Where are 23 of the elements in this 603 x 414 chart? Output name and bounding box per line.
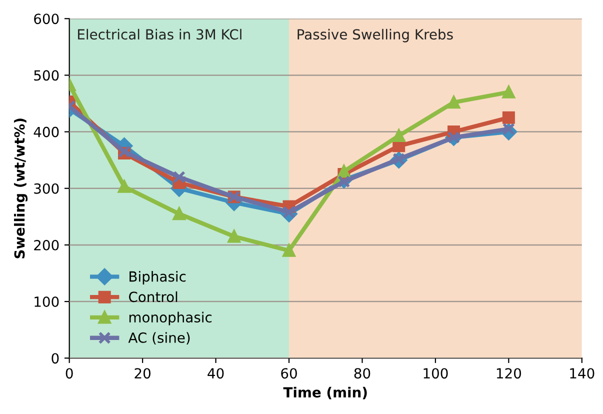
y-tick-label: 100 <box>34 296 59 308</box>
y-axis-title: Swelling (wt/wt%) <box>14 118 28 258</box>
y-tick-label: 600 <box>34 14 59 24</box>
band-label: Passive Swelling Krebs <box>298 28 453 42</box>
x-tick-label: 40 <box>208 368 224 379</box>
legend-label: Biphasic <box>130 271 186 284</box>
legend-label: AC (sine) <box>128 332 190 345</box>
x-tick-label: 0 <box>66 368 73 379</box>
band-label: Electrical Bias in 3M KCl <box>78 28 242 40</box>
y-tick-label: 200 <box>34 240 59 250</box>
y-tick-label: 400 <box>34 126 59 138</box>
y-tick-label: 300 <box>34 183 59 194</box>
x-tick-label: 80 <box>354 368 370 379</box>
x-tick-label: 140 <box>570 368 594 379</box>
legend-label: Control <box>128 291 178 302</box>
x-tick-label: 100 <box>424 368 448 379</box>
legend-label: monophasic <box>129 312 212 326</box>
x-tick-label: 60 <box>281 368 297 379</box>
x-tick-label: 120 <box>496 368 522 379</box>
y-tick-label: 500 <box>34 70 59 81</box>
y-tick-label: 0 <box>52 353 59 364</box>
x-axis-title: Time (min) <box>283 386 367 400</box>
x-tick-label: 20 <box>134 368 150 379</box>
